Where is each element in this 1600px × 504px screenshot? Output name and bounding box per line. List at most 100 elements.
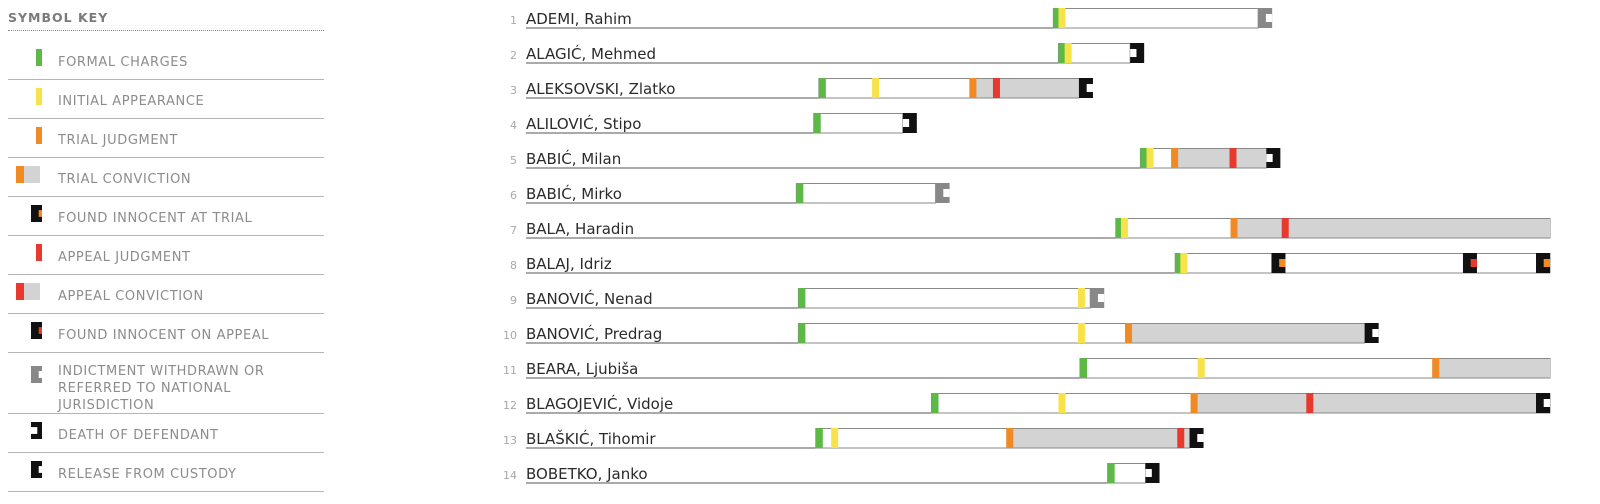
row-number: 3	[510, 84, 517, 97]
event-release	[1364, 323, 1379, 343]
event-initial-appearance	[1120, 218, 1128, 238]
defendant-name: BANOVIĆ, Nenad	[526, 289, 653, 308]
event-trial-judgment	[1171, 148, 1179, 168]
event-initial-appearance	[872, 78, 880, 98]
event-formal-charges	[815, 428, 823, 448]
legend-label: APPEAL CONVICTION	[58, 289, 204, 304]
event-initial-appearance	[1058, 8, 1066, 28]
event-found-innocent-trial	[1271, 253, 1286, 273]
conviction-segment	[1230, 219, 1550, 238]
defendant-name: BALAJ, Idriz	[526, 255, 612, 273]
timeline-row: 8 BALAJ, Idriz	[510, 253, 1551, 274]
legend-item-death: DEATH OF DEFENDANT	[8, 413, 324, 453]
legend-item-appeal-judgment: APPEAL JUDGMENT	[8, 235, 324, 275]
event-formal-charges	[1115, 218, 1123, 238]
event-death	[1266, 148, 1281, 168]
row-number: 4	[510, 119, 517, 132]
legend-label: TRIAL JUDGMENT	[58, 133, 179, 148]
timeline-row: 10 BANOVIĆ, Predrag	[503, 323, 1379, 344]
event-initial-appearance	[1077, 323, 1085, 343]
timeline-row: 13 BLAŠKIĆ, Tihomir	[503, 428, 1204, 449]
row-number: 6	[510, 189, 517, 202]
custody-bar	[813, 113, 904, 134]
conviction-segment	[1125, 324, 1365, 343]
event-formal-charges	[931, 393, 939, 413]
event-appeal-judgment	[1281, 218, 1289, 238]
timeline-row: 11 BEARA, Ljubiša	[503, 358, 1551, 379]
conviction-segment	[1006, 429, 1190, 448]
event-appeal-judgment	[1177, 428, 1185, 448]
event-formal-charges	[813, 113, 821, 133]
conviction-segment	[1190, 394, 1550, 413]
row-number: 7	[510, 224, 517, 237]
defendant-name: ALEKSOVSKI, Zlatko	[526, 80, 675, 98]
row-number: 12	[503, 399, 517, 412]
gray-bracket-icon	[31, 366, 42, 383]
event-formal-charges	[798, 288, 806, 308]
timeline-row: 12 BLAGOJEVIĆ, Vidoje	[503, 393, 1551, 414]
row-number: 8	[510, 259, 517, 272]
row-number: 13	[503, 434, 517, 447]
defendant-name: BANOVIĆ, Predrag	[526, 324, 662, 343]
legend-item-found-innocent-appeal: FOUND INNOCENT ON APPEAL	[8, 313, 324, 353]
event-formal-charges	[798, 323, 806, 343]
event-appeal-judgment	[992, 78, 1000, 98]
defendant-name: BABIĆ, Mirko	[526, 184, 622, 203]
event-initial-appearance	[1146, 148, 1154, 168]
event-death	[1130, 43, 1145, 63]
event-trial-judgment	[1125, 323, 1133, 343]
conviction-segment	[1171, 149, 1267, 168]
green-bar-icon	[36, 49, 42, 66]
event-death	[1145, 463, 1160, 483]
custody-bar	[1174, 253, 1551, 274]
symbol-key: SYMBOL KEY FORMAL CHARGES INITIAL APPEARA…	[0, 0, 330, 504]
timeline-row: 5 BABIĆ, Milan	[510, 148, 1281, 169]
event-initial-appearance	[1197, 358, 1205, 378]
legend-item-release: RELEASE FROM CUSTODY	[8, 452, 324, 492]
legend-label: INDICTMENT WITHDRAWN OR REFERRED TO NATI…	[58, 364, 265, 413]
event-withdrawn	[935, 183, 950, 203]
timeline-row: 1 ADEMI, Rahim	[510, 8, 1273, 29]
timeline-row: 2 ALAGIĆ, Mehmed	[510, 43, 1145, 64]
timeline-row: 4 ALILOVIĆ, Stipo	[510, 113, 917, 134]
legend-item-initial-appearance: INITIAL APPEARANCE	[8, 79, 324, 119]
event-trial-judgment	[1230, 218, 1238, 238]
defendant-name: BOBETKO, Janko	[526, 465, 648, 483]
timeline-row: 7 BALA, Haradin	[510, 218, 1551, 239]
orange-bar-icon	[36, 127, 42, 144]
symbol-key-title: SYMBOL KEY	[8, 10, 324, 31]
black-bracket-red-icon	[31, 322, 42, 339]
event-found-innocent-trial	[1536, 253, 1550, 273]
legend-label: FOUND INNOCENT ON APPEAL	[58, 328, 270, 343]
row-number: 11	[503, 364, 517, 377]
event-trial-judgment	[969, 78, 977, 98]
timeline-row: 9 BANOVIĆ, Nenad	[510, 288, 1105, 309]
event-initial-appearance	[1077, 288, 1085, 308]
timeline-row: 3 ALEKSOVSKI, Zlatko	[510, 78, 1093, 99]
row-number: 1	[510, 14, 517, 27]
legend-label: TRIAL CONVICTION	[58, 172, 192, 187]
event-formal-charges	[1107, 463, 1115, 483]
event-formal-charges	[1053, 8, 1061, 28]
legend-label: FOUND INNOCENT AT TRIAL	[58, 211, 253, 226]
legend-label: APPEAL JUDGMENT	[58, 250, 191, 265]
row-number: 5	[510, 154, 517, 167]
row-number: 10	[503, 329, 517, 342]
event-initial-appearance	[1064, 43, 1072, 63]
event-appeal-judgment	[1229, 148, 1237, 168]
row-number: 14	[503, 469, 517, 482]
red-gray-bar-icon	[16, 283, 40, 300]
event-formal-charges	[1140, 148, 1148, 168]
custody-bar	[795, 183, 937, 204]
custody-bar	[797, 288, 1091, 309]
event-initial-appearance	[1180, 253, 1188, 273]
red-bar-icon	[36, 244, 42, 261]
timeline-row: 6 BABIĆ, Mirko	[510, 183, 950, 204]
event-formal-charges	[1175, 253, 1183, 273]
event-initial-appearance	[831, 428, 839, 448]
black-bracket-orange-icon	[31, 205, 42, 222]
defendant-name: BALA, Haradin	[526, 220, 634, 238]
black-bracket-left-icon	[31, 461, 42, 478]
event-formal-charges	[1058, 43, 1066, 63]
event-release	[1536, 393, 1550, 413]
